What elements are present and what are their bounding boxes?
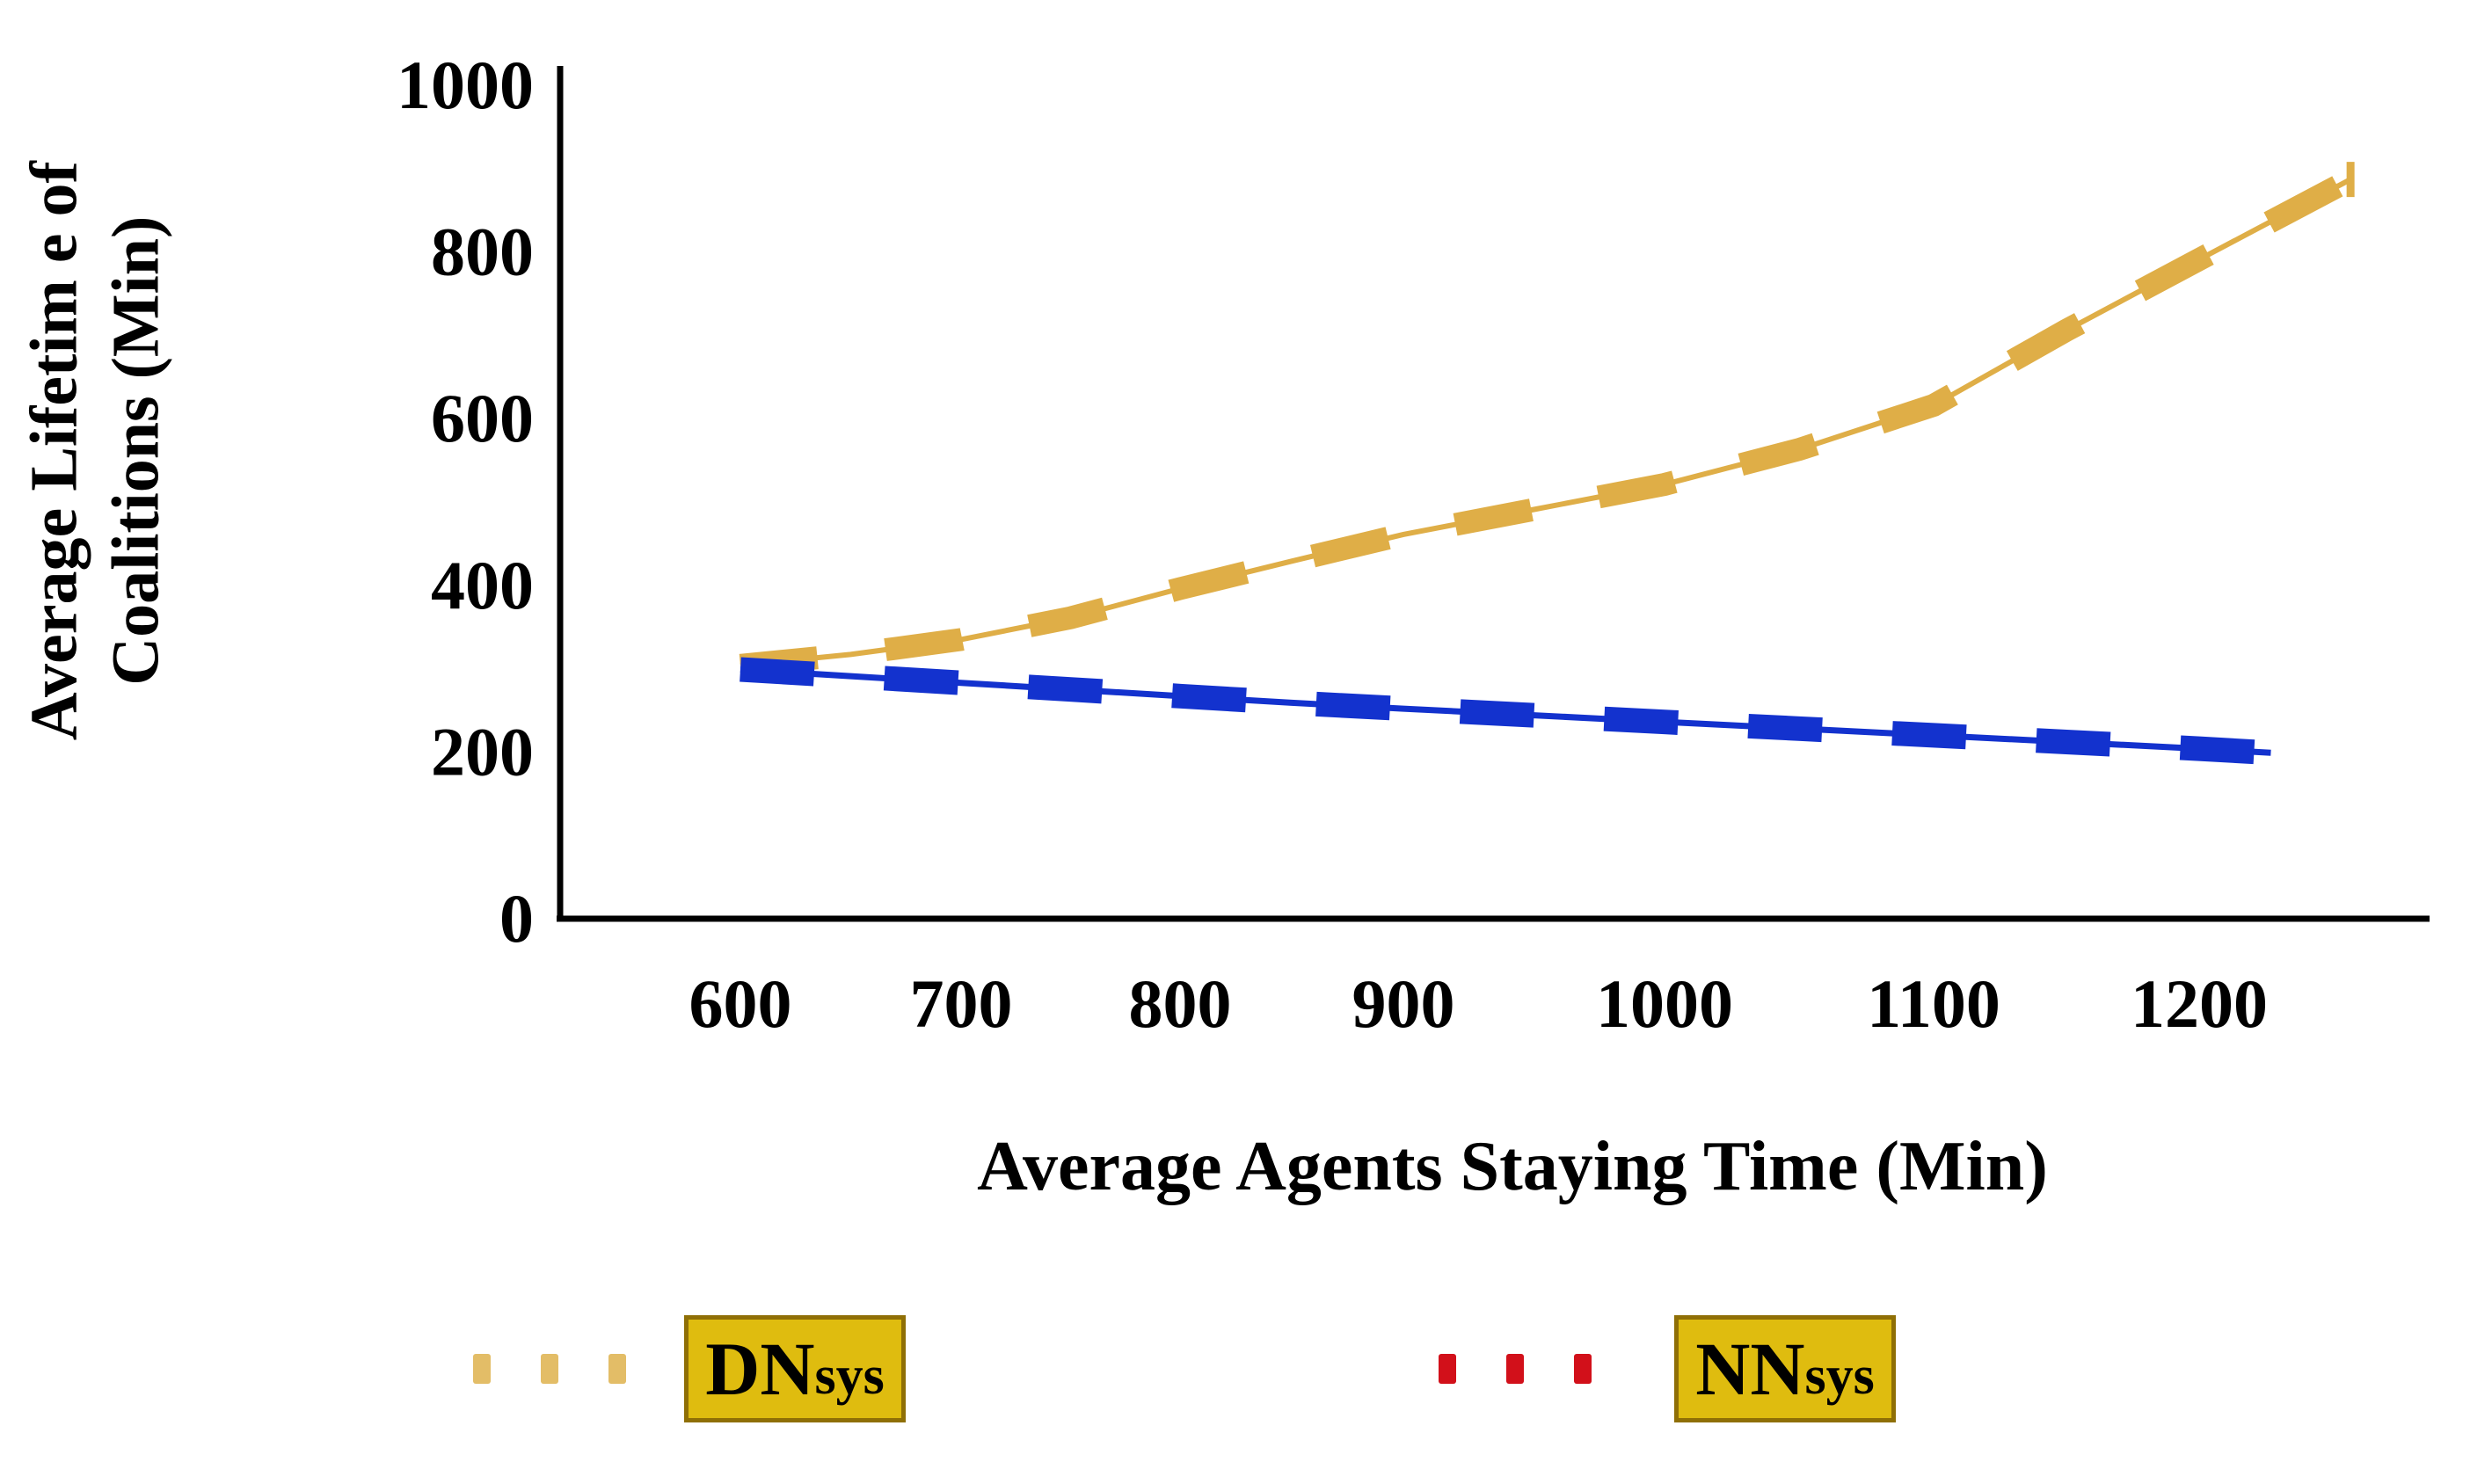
x-tick-label: 900 (1352, 965, 1455, 1042)
series-dashes-dnsys (739, 169, 2357, 677)
legend-label-dnsys-main: DN (705, 1327, 815, 1411)
y-tick-label: 800 (431, 214, 534, 290)
nnsys-dash-icon (1574, 1354, 1592, 1384)
legend-label-dnsys-sub: sys (814, 1346, 885, 1406)
x-axis-title: Average Agents Staying Time (Min) (977, 1128, 2048, 1205)
dnsys-dash-icon (608, 1354, 626, 1384)
y-tick-label: 400 (431, 547, 534, 623)
legend-label-nnsys-sub: sys (1804, 1346, 1875, 1406)
nnsys-dash-icon (1439, 1354, 1456, 1384)
legend-label-nnsys-main: NN (1695, 1327, 1805, 1411)
x-tick-label: 1000 (1596, 965, 1733, 1042)
x-tick-label: 1100 (1867, 965, 2000, 1042)
x-tick-label: 700 (910, 965, 1013, 1042)
y-tick-label: 1000 (397, 47, 534, 123)
dnsys-dash-icon (541, 1354, 558, 1384)
series-line-dnsys (740, 177, 2352, 668)
y-tick-label: 600 (431, 380, 534, 456)
series-dashes-nnsys (740, 657, 2272, 766)
nnsys-dash-icon (1506, 1354, 1524, 1384)
x-tick-label: 600 (689, 965, 792, 1042)
y-tick-label: 200 (431, 713, 534, 789)
legend-label-box-dnsys: DN sys (684, 1315, 906, 1422)
legend-marker-nnsys (1439, 1354, 1592, 1384)
y-tick-label: 0 (499, 880, 534, 957)
x-tick-label: 800 (1129, 965, 1232, 1042)
x-tick-label: 1200 (2131, 965, 2268, 1042)
legend-label-box-nnsys: NN sys (1674, 1315, 1896, 1422)
legend-marker-dnsys (473, 1354, 626, 1384)
dnsys-dash-icon (473, 1354, 491, 1384)
